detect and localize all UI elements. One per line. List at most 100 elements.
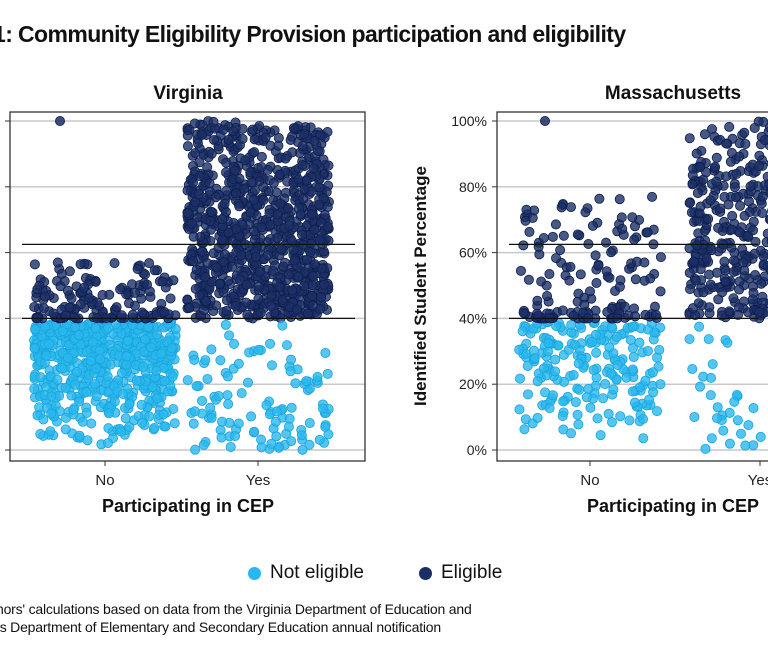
point-not-eligible bbox=[515, 373, 526, 384]
point-eligible bbox=[556, 202, 567, 213]
point-not-eligible bbox=[634, 337, 645, 348]
point-eligible bbox=[288, 244, 299, 255]
point-not-eligible bbox=[557, 410, 568, 421]
point-eligible bbox=[109, 258, 120, 269]
point-eligible bbox=[318, 279, 329, 290]
point-eligible bbox=[724, 306, 735, 317]
point-not-eligible bbox=[57, 363, 68, 374]
point-not-eligible bbox=[277, 320, 288, 331]
point-not-eligible bbox=[585, 402, 596, 413]
point-eligible bbox=[190, 148, 201, 159]
point-eligible bbox=[724, 121, 735, 132]
point-eligible bbox=[280, 153, 291, 164]
point-eligible bbox=[542, 290, 553, 301]
point-eligible bbox=[308, 271, 319, 282]
point-eligible bbox=[754, 150, 765, 161]
point-eligible bbox=[629, 221, 640, 232]
point-eligible bbox=[32, 284, 43, 295]
point-not-eligible bbox=[689, 411, 700, 422]
point-not-eligible bbox=[46, 391, 57, 402]
point-not-eligible bbox=[587, 336, 598, 347]
y-tick-label: 40% bbox=[459, 310, 487, 326]
point-not-eligible bbox=[89, 378, 100, 389]
point-eligible bbox=[691, 148, 702, 159]
point-not-eligible bbox=[740, 440, 751, 451]
point-eligible bbox=[302, 308, 313, 319]
point-eligible bbox=[186, 218, 197, 229]
plot-frame bbox=[496, 111, 768, 462]
point-not-eligible bbox=[532, 412, 543, 423]
point-eligible bbox=[705, 195, 716, 206]
point-not-eligible bbox=[118, 388, 129, 399]
point-not-eligible bbox=[256, 442, 267, 453]
point-not-eligible bbox=[684, 334, 695, 345]
y-tick-label: 0% bbox=[467, 442, 487, 458]
point-eligible bbox=[266, 290, 277, 301]
point-not-eligible bbox=[200, 355, 211, 366]
point-eligible bbox=[79, 282, 90, 293]
point-eligible bbox=[323, 160, 334, 171]
point-eligible bbox=[721, 171, 732, 182]
point-eligible bbox=[213, 144, 224, 155]
point-eligible bbox=[297, 229, 308, 240]
point-eligible bbox=[278, 261, 289, 272]
legend-label-not-eligible: Not eligible bbox=[270, 562, 364, 583]
point-not-eligible bbox=[266, 360, 277, 371]
x-tick-label-no: No bbox=[580, 472, 599, 489]
point-not-eligible bbox=[190, 444, 201, 455]
point-eligible bbox=[268, 178, 279, 189]
point-not-eligible bbox=[591, 347, 602, 358]
point-eligible bbox=[123, 298, 134, 309]
point-not-eligible bbox=[729, 396, 740, 407]
point-not-eligible bbox=[573, 358, 584, 369]
point-not-eligible bbox=[220, 319, 231, 330]
point-not-eligible bbox=[640, 375, 651, 386]
point-eligible bbox=[307, 290, 318, 301]
point-eligible bbox=[315, 130, 326, 141]
point-eligible bbox=[630, 274, 641, 285]
point-not-eligible bbox=[543, 338, 554, 349]
point-not-eligible bbox=[46, 408, 57, 419]
point-eligible bbox=[315, 292, 326, 303]
point-not-eligible bbox=[188, 418, 199, 429]
points bbox=[29, 116, 334, 455]
point-not-eligible bbox=[320, 421, 331, 432]
point-not-eligible bbox=[722, 337, 733, 348]
point-not-eligible bbox=[144, 411, 155, 422]
point-eligible bbox=[706, 245, 717, 256]
footnote-line-1: hors' calculations based on data from th… bbox=[0, 601, 472, 617]
point-not-eligible bbox=[44, 338, 55, 349]
point-not-eligible bbox=[700, 443, 711, 454]
point-not-eligible bbox=[322, 368, 333, 379]
point-eligible bbox=[524, 226, 535, 237]
point-eligible bbox=[749, 248, 760, 259]
point-eligible bbox=[193, 189, 204, 200]
point-eligible bbox=[315, 235, 326, 246]
point-not-eligible bbox=[45, 426, 56, 437]
point-not-eligible bbox=[109, 396, 120, 407]
point-eligible bbox=[217, 214, 228, 225]
point-eligible bbox=[695, 162, 706, 173]
point-not-eligible bbox=[81, 387, 92, 398]
point-eligible bbox=[249, 147, 260, 158]
point-eligible bbox=[308, 163, 319, 174]
point-eligible bbox=[617, 223, 628, 234]
point-eligible bbox=[704, 269, 715, 280]
point-eligible bbox=[691, 240, 702, 251]
point-eligible bbox=[66, 293, 77, 304]
point-eligible bbox=[165, 293, 176, 304]
point-eligible bbox=[547, 231, 558, 242]
point-not-eligible bbox=[706, 433, 717, 444]
point-not-eligible bbox=[286, 402, 297, 413]
panel-virginia: No Yes Participating in CEP Virginia bbox=[5, 83, 366, 516]
point-not-eligible bbox=[63, 352, 74, 363]
point-not-eligible bbox=[627, 321, 638, 332]
point-not-eligible bbox=[225, 441, 236, 452]
point-not-eligible bbox=[182, 375, 193, 386]
point-eligible bbox=[701, 253, 712, 264]
point-not-eligible bbox=[604, 342, 615, 353]
point-not-eligible bbox=[296, 430, 307, 441]
point-not-eligible bbox=[606, 417, 617, 428]
point-eligible bbox=[287, 147, 298, 158]
point-not-eligible bbox=[522, 360, 533, 371]
